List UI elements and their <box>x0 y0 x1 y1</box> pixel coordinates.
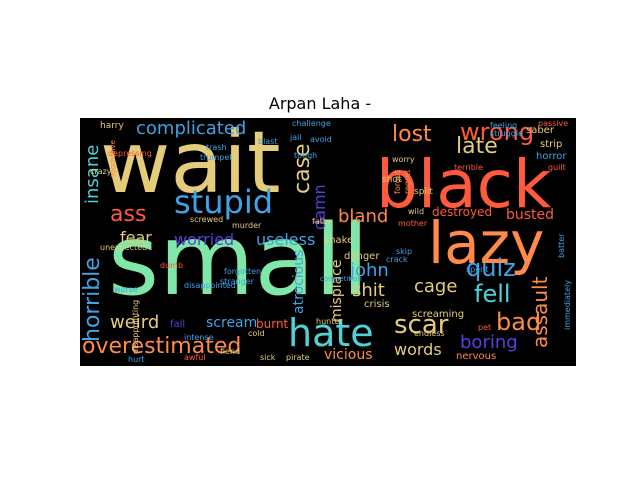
word-feeling: feeling <box>490 121 518 130</box>
word-hurt: hurt <box>128 355 145 364</box>
word-late: late <box>456 134 498 159</box>
figure-title: Arpan Laha - <box>268 94 372 113</box>
word-wait: wait <box>100 118 281 213</box>
word-depressing: depressing <box>108 149 152 158</box>
word-crazy: crazy <box>90 167 112 176</box>
word-disappointing: disappointing <box>131 299 140 354</box>
word-danger: danger <box>344 251 380 262</box>
word-words: words <box>394 340 442 359</box>
word-fatty: fatty <box>312 217 331 226</box>
word-unexpected: unexpected <box>100 243 148 252</box>
word-vicious: vicious <box>324 347 373 363</box>
word-dumb: dumb <box>160 261 184 270</box>
word-worse: worse <box>114 285 138 294</box>
word-worried: worried <box>174 230 235 249</box>
word-scar: scar <box>394 310 449 340</box>
word-challenge: challenge <box>292 119 331 128</box>
word-shit: shit <box>352 280 385 301</box>
word-spent: spent <box>466 265 489 274</box>
word-ass: ass <box>110 202 147 227</box>
word-burnt: burnt <box>256 317 289 331</box>
word-competition: competition <box>320 275 362 283</box>
word-trumpet: trumpet <box>200 153 233 162</box>
word-tough: tough <box>294 151 318 160</box>
word-small: small <box>108 204 370 318</box>
word-destroyed: destroyed <box>432 205 493 219</box>
word-fell: fell <box>474 280 511 308</box>
word-jail: jail <box>290 133 302 142</box>
word-bland: bland <box>338 206 389 227</box>
word-batter: batter <box>557 233 566 258</box>
word-murder: murder <box>232 221 262 230</box>
word-misplace: misplace <box>329 259 345 323</box>
word-awful: awful <box>184 353 206 362</box>
word-mother: mother <box>398 219 428 228</box>
word-fall: fall <box>170 319 186 330</box>
word-useless: useless <box>256 230 316 249</box>
word-atrocious: atrocious <box>291 249 307 314</box>
word-hate: hate <box>288 311 374 355</box>
word-lazy: lazy <box>428 209 545 277</box>
word-aggressive: aggressive <box>109 140 117 178</box>
word-screwed: screwed <box>190 215 224 224</box>
word-sick: sick <box>260 353 276 362</box>
word-assault: assault <box>528 276 552 348</box>
word-regret: regret <box>403 169 412 194</box>
word-screaming: screaming <box>412 309 465 320</box>
word-cloud: wait small black lazy stupid hate compli… <box>80 118 576 366</box>
word-blast: blast <box>258 137 278 146</box>
word-immediately: immediately <box>563 280 572 330</box>
word-struggle: struggle <box>490 129 523 138</box>
word-hunter: hunter <box>316 317 343 326</box>
word-wild: wild <box>408 207 425 216</box>
word-black: black <box>376 146 552 223</box>
word-quiz: quiz <box>466 254 516 282</box>
word-weird: weird <box>110 312 160 333</box>
word-crisis: crisis <box>364 299 390 310</box>
word-guilt: guilt <box>548 163 566 172</box>
word-avoid: avoid <box>310 135 332 144</box>
word-pet: pet <box>478 323 492 332</box>
word-disappointed: disappointed <box>184 281 236 290</box>
word-boring: boring <box>460 332 518 353</box>
word-trash: trash <box>206 143 227 152</box>
word-crack: crack <box>386 255 408 264</box>
word-endless: endless <box>414 329 445 338</box>
word-saber: saber <box>526 125 554 136</box>
word-scream: scream <box>206 315 258 331</box>
word-nervous: nervous <box>456 351 497 362</box>
word-cage: cage <box>414 276 458 297</box>
word-stupid: stupid <box>174 183 274 221</box>
word-horrible: horrible <box>80 257 105 342</box>
word-snake: snake <box>324 235 354 246</box>
word-horror: horror <box>536 151 567 162</box>
word-worry: worry <box>392 155 415 164</box>
word-overestimated: overestimated <box>82 334 242 359</box>
word-fear: fear <box>120 228 152 247</box>
word-shot: shot <box>382 175 402 185</box>
word-complicated: complicated <box>136 118 247 139</box>
word-pirate: pirate <box>286 353 310 362</box>
word-split: split <box>414 187 433 197</box>
word-harry: harry <box>100 121 124 131</box>
word-stranger: stranger <box>220 277 254 286</box>
word-skip: skip <box>396 247 413 256</box>
word-busted: busted <box>506 207 555 223</box>
word-terrible: terrible <box>454 163 483 172</box>
word-lost: lost <box>392 122 432 147</box>
word-fiend: fiend <box>220 347 241 356</box>
word-bad: bad <box>496 308 542 336</box>
word-john: john <box>350 260 389 281</box>
word-strip: strip <box>540 139 563 150</box>
word-wrong: wrong <box>460 118 535 146</box>
word-passive: passive <box>538 119 569 128</box>
word-intense: intense <box>184 333 214 342</box>
word-forgotten: forgotten <box>224 267 262 276</box>
word-cold: cold <box>248 329 265 338</box>
